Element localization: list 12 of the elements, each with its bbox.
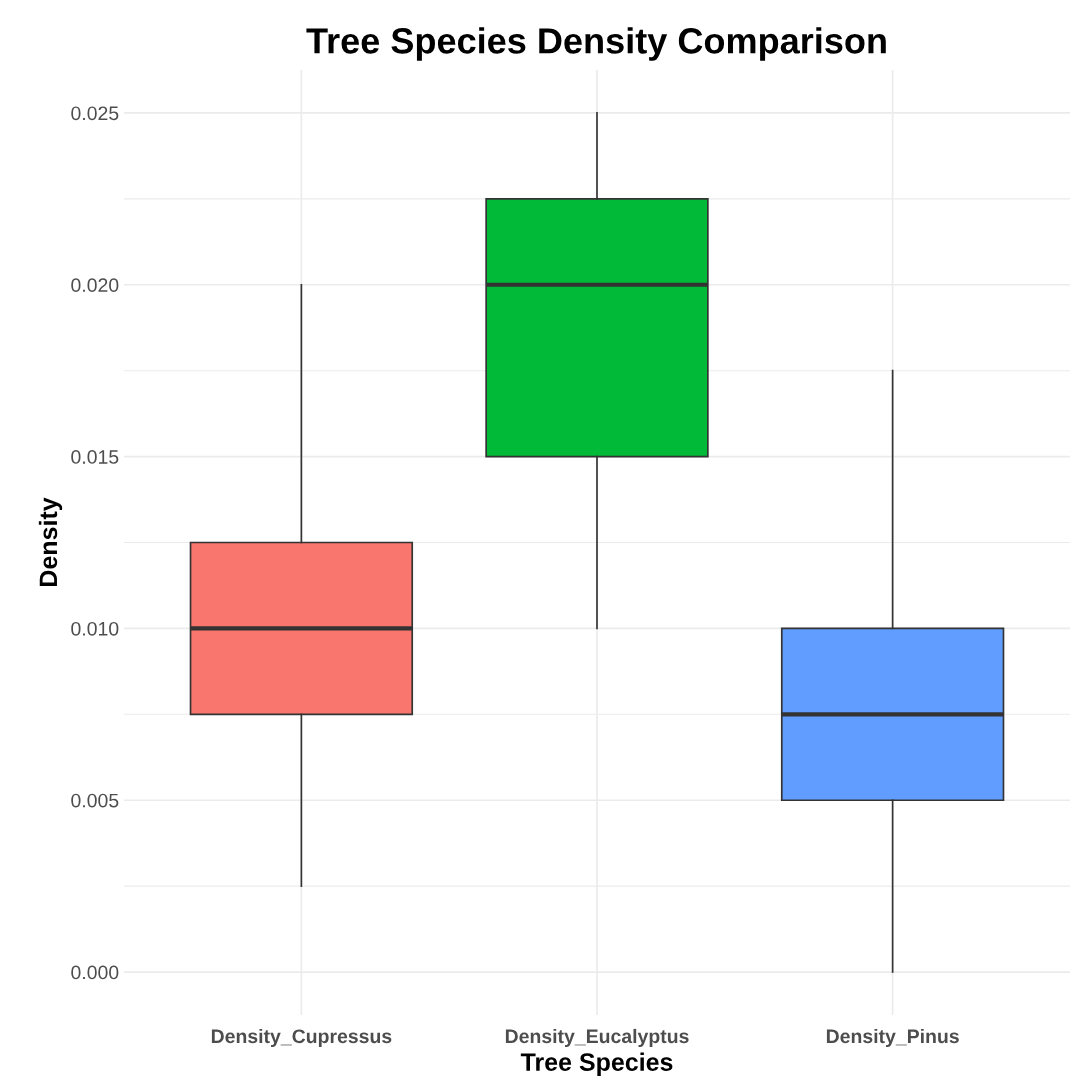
x-tick-label: Density_Eucalyptus xyxy=(505,1028,689,1048)
x-axis-title: Tree Species xyxy=(520,1052,673,1076)
y-tick-label: 0.025 xyxy=(71,106,119,121)
y-tick-label: 0.000 xyxy=(71,965,119,980)
y-tick-label: 0.015 xyxy=(71,450,119,464)
y-tick-label: 0.010 xyxy=(71,621,119,636)
y-tick-label: 0.020 xyxy=(71,278,119,293)
chart-title: Tree Species Density Comparison xyxy=(306,27,886,61)
x-tick-label: Density_Pinus xyxy=(826,1028,959,1048)
x-tick-label: Density_Cupressus xyxy=(211,1028,392,1048)
y-tick-label: 0.005 xyxy=(71,793,119,808)
y-axis-title: Density xyxy=(38,497,63,586)
